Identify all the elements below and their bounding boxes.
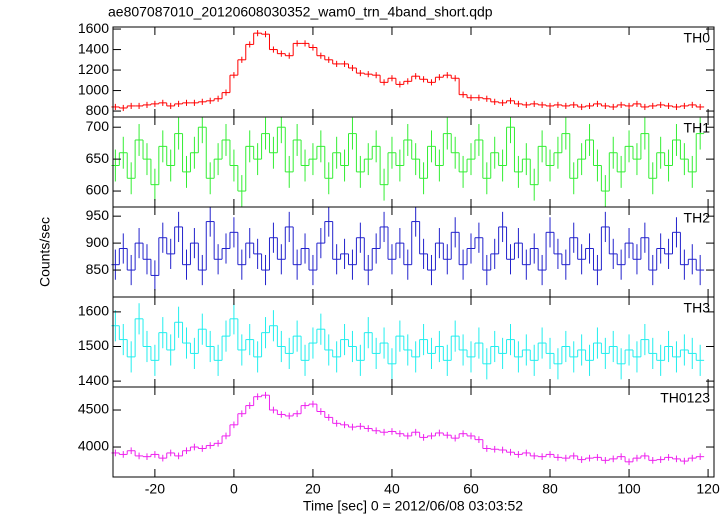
y-tick-label: 4500 — [78, 401, 109, 417]
panel-label: TH2 — [684, 210, 711, 226]
panel-label: TH1 — [684, 120, 711, 136]
x-tick-label: 40 — [384, 481, 400, 497]
y-tick-label: 850 — [86, 261, 110, 277]
panel-label: TH0123 — [660, 390, 710, 406]
panel-frame — [112, 206, 715, 298]
x-tick-label: 80 — [542, 481, 558, 497]
y-tick-label: 1200 — [78, 61, 109, 77]
x-tick-label: 0 — [230, 481, 238, 497]
x-tick-label: -20 — [145, 481, 165, 497]
y-tick-label: 700 — [86, 118, 110, 134]
x-tick-label: 100 — [617, 481, 641, 497]
x-axis-label: Time [sec] 0 = 2012/06/08 03:03:52 — [303, 498, 523, 514]
x-tick-label: 60 — [463, 481, 479, 497]
y-tick-label: 1600 — [78, 20, 109, 36]
y-tick-label: 650 — [86, 150, 110, 166]
x-tick-label: 120 — [696, 481, 720, 497]
y-tick-label: 1400 — [78, 372, 109, 388]
y-axis-label: Counts/sec — [37, 217, 53, 287]
panel-label: TH0 — [684, 30, 711, 46]
y-tick-label: 900 — [86, 234, 110, 250]
y-tick-label: 1500 — [78, 337, 109, 353]
panel-label: TH3 — [684, 300, 711, 316]
chart-title: ae807087010_20120608030352_wam0_trn_4ban… — [108, 4, 493, 20]
y-tick-label: 1600 — [78, 303, 109, 319]
panel-frame — [112, 116, 715, 208]
y-tick-label: 4000 — [78, 438, 109, 454]
x-tick-label: 20 — [305, 481, 321, 497]
y-tick-label: 1000 — [78, 81, 109, 97]
y-tick-label: 600 — [86, 182, 110, 198]
panel-frame — [112, 296, 715, 388]
y-tick-label: 1400 — [78, 40, 109, 56]
panel-frame — [112, 26, 715, 118]
y-tick-label: 950 — [86, 207, 110, 223]
y-tick-label: 800 — [86, 102, 110, 118]
panel-frame — [112, 386, 715, 478]
